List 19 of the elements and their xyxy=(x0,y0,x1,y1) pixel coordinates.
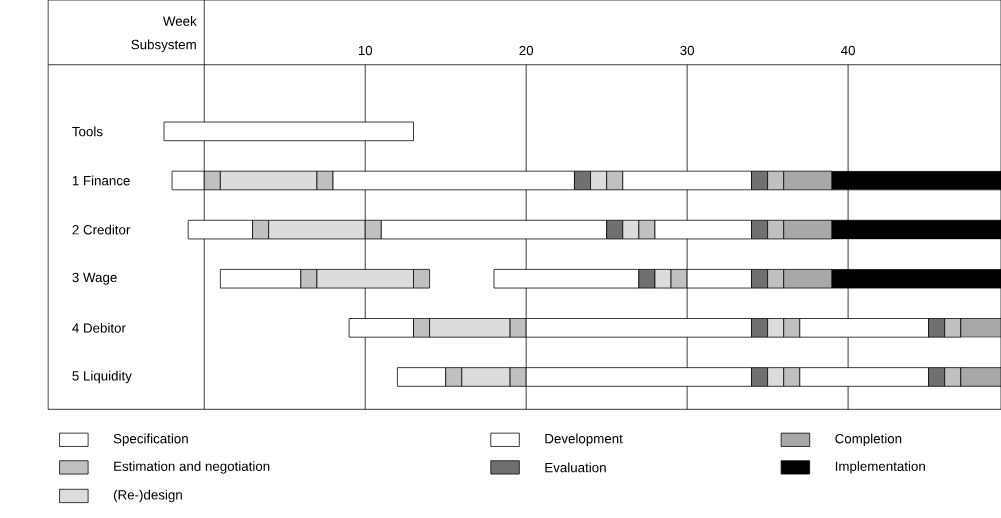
y-tick-label: 3 Wage xyxy=(72,272,117,285)
y-tick-label: Tools xyxy=(72,126,103,137)
x-tick-label: 40 xyxy=(840,45,855,56)
x-tick-label: 10 xyxy=(358,45,373,56)
y-tick-label: 4 Debitor xyxy=(72,323,126,333)
x-axis-title: Week xyxy=(162,16,197,26)
x-tick-label: 20 xyxy=(519,45,534,56)
y-tick-label: 5 Liquidity xyxy=(72,370,132,384)
legend-label: Estimation and negotiation xyxy=(114,461,270,474)
legend-label: Completion xyxy=(835,433,902,447)
legend-label: Implementation xyxy=(835,461,925,474)
y-tick-label: 2 Creditor xyxy=(72,224,131,235)
legend-label: (Re-)design xyxy=(113,489,182,503)
legend-label: Specification xyxy=(113,433,188,447)
legend-label: Evaluation xyxy=(545,462,606,473)
y-axis-title: Subsystem xyxy=(131,39,196,52)
y-tick-label: 1 Finance xyxy=(72,175,130,186)
x-tick-label: 30 xyxy=(680,45,695,56)
legend-label: Development xyxy=(545,433,623,447)
